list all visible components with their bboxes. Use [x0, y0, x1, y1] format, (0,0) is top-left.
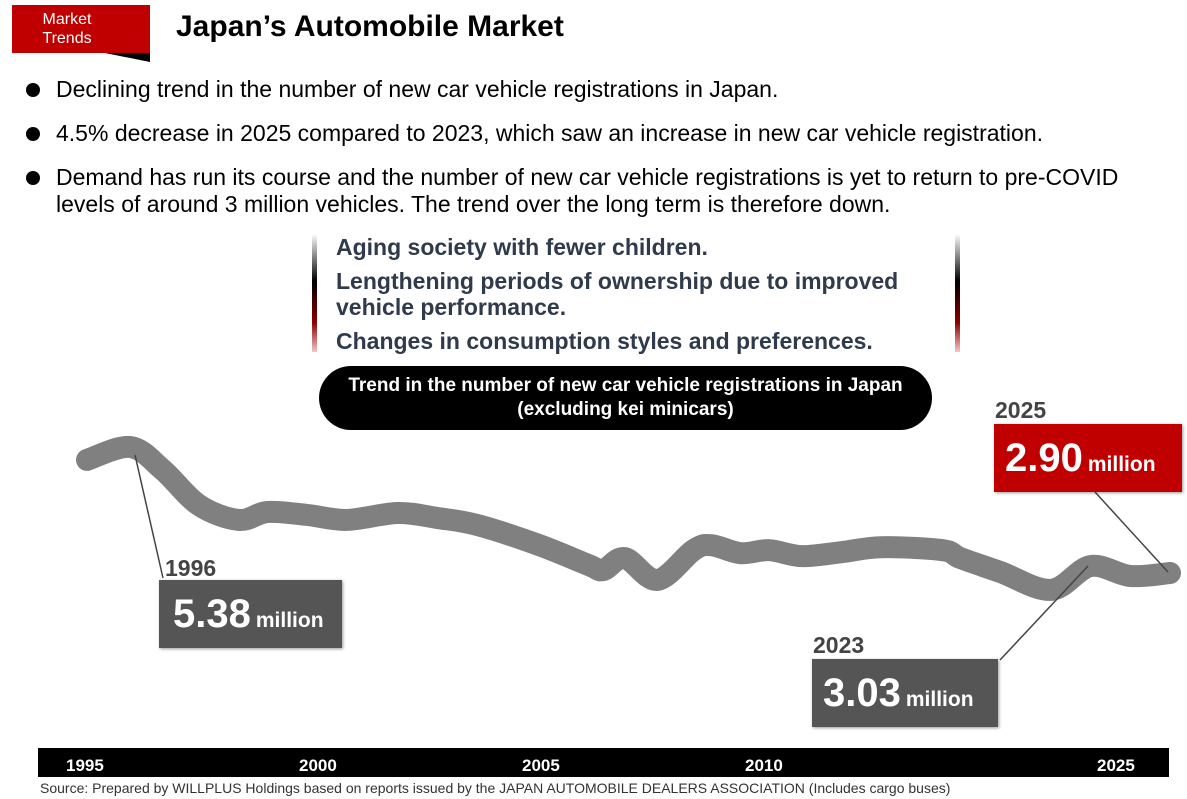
x-tick-label: 2010: [745, 756, 783, 775]
page-title: Japan’s Automobile Market: [176, 10, 564, 43]
annotation-box-2025: 2.90 million: [994, 424, 1182, 492]
bullet-dot-icon: [26, 127, 40, 141]
section-tag-line2: Trends: [42, 30, 92, 47]
bullet-item: Demand has run its course and the number…: [22, 164, 1122, 218]
annotation-box-1996: 5.38 million: [159, 580, 342, 648]
annotation-value: 2.90: [1005, 436, 1083, 480]
annotation-box-2023: 3.03 million: [812, 659, 998, 727]
chart-title: Trend in the number of new car vehicle r…: [319, 366, 932, 430]
bullet-dot-icon: [26, 83, 40, 97]
reason-item: Changes in consumption styles and prefer…: [336, 328, 873, 354]
tag-fold-decoration: [105, 53, 150, 62]
x-tick-label: 1995: [66, 756, 104, 775]
section-tag-line1: Market: [42, 11, 92, 28]
chart-title-text: Trend in the number of new car vehicle r…: [348, 375, 903, 420]
bullet-text: 4.5% decrease in 2025 compared to 2023, …: [56, 120, 1044, 146]
section-tag: Market Trends: [12, 5, 150, 53]
x-tick-label: 2000: [299, 756, 337, 775]
annotation-year-2025: 2025: [995, 397, 1047, 423]
reason-item: Aging society with fewer children.: [336, 234, 708, 260]
annotation-year-1996: 1996: [165, 555, 217, 581]
annotation-value: 3.03: [823, 671, 901, 715]
annotation-year-2023: 2023: [813, 632, 865, 658]
annotation-unit: million: [905, 688, 974, 711]
x-tick-label: 2005: [522, 756, 560, 775]
series-line: [76, 436, 1181, 601]
bullet-text: Declining trend in the number of new car…: [56, 76, 779, 102]
gradient-bar-right: [955, 234, 960, 352]
bullet-text: Demand has run its course and the number…: [56, 164, 1119, 217]
annotation-value: 5.38: [173, 592, 251, 636]
annotation-unit: million: [255, 609, 324, 632]
leader-line-1996: [134, 454, 164, 579]
reason-item: Lengthening periods of ownership due to …: [336, 268, 899, 320]
gradient-bar-left: [312, 234, 317, 352]
source-note: Source: Prepared by WILLPLUS Holdings ba…: [40, 780, 951, 796]
bullet-item: Declining trend in the number of new car…: [22, 76, 1182, 103]
annotation-unit: million: [1087, 453, 1156, 476]
bullet-dot-icon: [26, 171, 40, 185]
leader-line-2023: [999, 565, 1089, 661]
reasons-box: Aging society with fewer children. Lengt…: [312, 234, 960, 354]
bullet-item: 4.5% decrease in 2025 compared to 2023, …: [22, 120, 1182, 147]
leader-line-2025: [1094, 491, 1169, 573]
x-tick-label: 2025: [1097, 756, 1135, 775]
x-axis-band: [38, 748, 1169, 777]
bullet-list: Declining trend in the number of new car…: [22, 76, 1182, 235]
